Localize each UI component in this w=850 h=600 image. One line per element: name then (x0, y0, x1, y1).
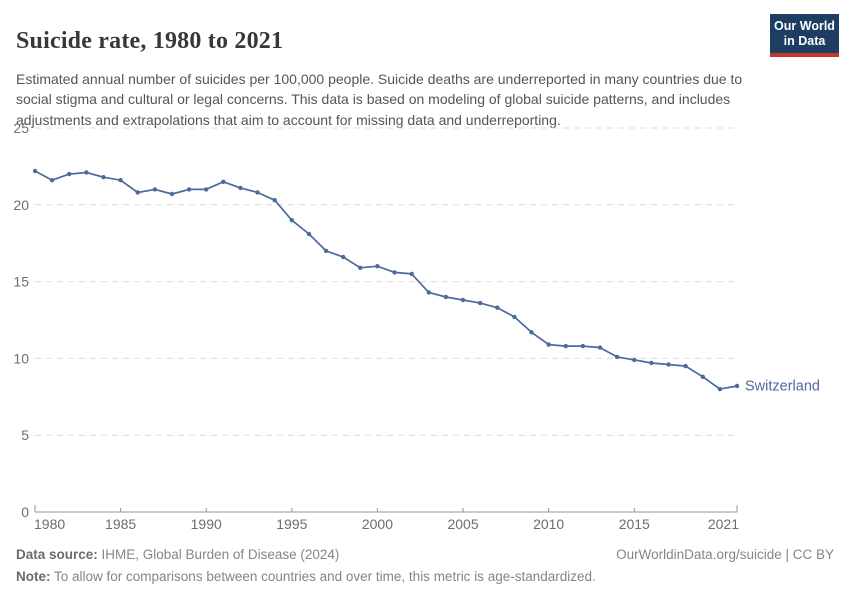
y-axis-tick-label: 15 (13, 274, 29, 290)
data-point (186, 187, 192, 192)
data-point (597, 345, 603, 350)
x-axis-tick-label: 1990 (191, 516, 222, 532)
owid-logo: Our World in Data (770, 14, 839, 57)
data-source-label: Data source: (16, 547, 98, 562)
y-axis-tick-label: 5 (21, 427, 29, 443)
data-point (409, 271, 414, 277)
data-point (460, 297, 466, 303)
data-point (358, 265, 363, 270)
data-point (306, 231, 312, 237)
x-axis-tick-label: 2010 (533, 516, 564, 532)
series-line-switzerland (34, 170, 738, 390)
data-point (700, 374, 705, 379)
data-source-text: IHME, Global Burden of Disease (2024) (97, 547, 340, 562)
data-point (614, 354, 620, 360)
data-point (101, 175, 106, 180)
x-axis-tick-label: 2005 (447, 516, 478, 532)
data-point (683, 363, 688, 369)
owid-logo-line1: Our World (774, 19, 835, 33)
x-axis-tick-label: 1980 (34, 516, 65, 532)
data-point (67, 171, 72, 177)
data-point (255, 190, 260, 195)
data-point (717, 386, 723, 392)
data-point (84, 170, 89, 175)
y-axis-tick-label: 10 (13, 350, 29, 366)
chart-subtitle: Estimated annual number of suicides per … (16, 71, 743, 128)
data-point (135, 190, 140, 195)
data-point (649, 360, 654, 366)
data-point (49, 178, 55, 183)
note-label: Note: (16, 569, 51, 584)
data-point (204, 187, 209, 192)
footer-row-datasource: Data source: IHME, Global Burden of Dise… (16, 547, 834, 562)
note-text: To allow for comparisons between countri… (50, 569, 596, 584)
data-point (734, 383, 740, 389)
chart-footer: Data source: IHME, Global Burden of Dise… (16, 547, 834, 584)
y-axis-tick-label: 0 (21, 504, 29, 520)
owid-logo-line2: in Data (783, 33, 826, 48)
data-point (289, 218, 294, 223)
data-point (443, 294, 449, 300)
data-point (666, 362, 671, 367)
data-point (426, 290, 431, 295)
series-end-label: Switzerland (745, 379, 820, 395)
x-axis-tick-label: 1985 (105, 516, 136, 532)
line-chart-canvas: 0 5 10 15 20 25 1980 1985 1990 1995 2000 2005 2010 20… (13, 120, 820, 532)
data-point (169, 191, 175, 197)
y-axis-tick-label: 20 (13, 197, 29, 213)
data-point (152, 187, 158, 192)
data-point (118, 178, 123, 183)
data-source: Data source: IHME, Global Burden of Dise… (16, 547, 339, 562)
owid-cc-link[interactable]: OurWorldinData.org/suicide | CC BY (616, 547, 834, 562)
data-point (563, 343, 568, 349)
data-point (478, 300, 483, 306)
data-point (546, 342, 551, 347)
data-point (529, 330, 534, 335)
data-point (238, 185, 243, 191)
y-axis-tick-label: 25 (13, 120, 29, 136)
data-point (495, 305, 500, 310)
x-axis-tick-label: 2021 (708, 516, 739, 532)
page-title: Suicide rate, 1980 to 2021 (16, 28, 284, 55)
x-axis-tick-label: 2000 (362, 516, 393, 532)
data-point (32, 168, 38, 174)
data-point (341, 254, 346, 260)
footer-row-note: Note: To allow for comparisons between c… (16, 569, 834, 584)
data-point (272, 198, 277, 203)
x-axis-tick-label: 2015 (619, 516, 650, 532)
data-point (375, 264, 380, 269)
data-point (323, 248, 329, 254)
data-point (580, 343, 586, 349)
data-point (392, 270, 397, 275)
x-axis-tick-label: 1995 (276, 516, 307, 532)
data-point (221, 179, 226, 184)
data-point (512, 314, 517, 320)
data-point (632, 357, 637, 363)
